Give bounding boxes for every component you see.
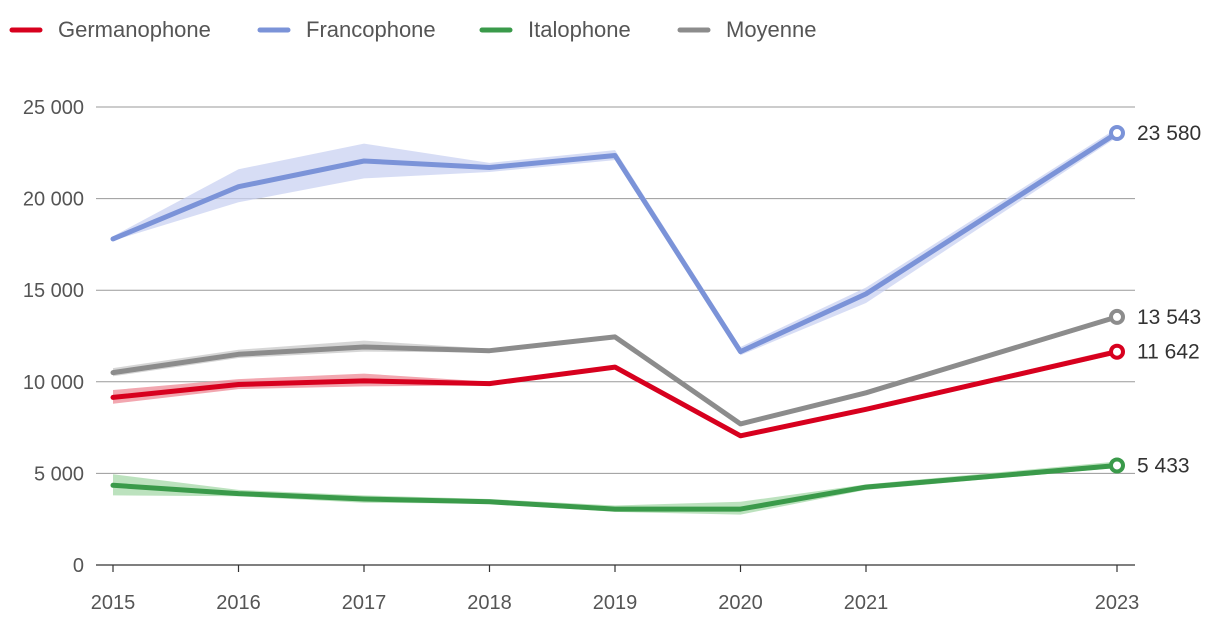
legend-label-moyenne: Moyenne (726, 17, 817, 42)
y-tick-label-20000: 20 000 (23, 189, 84, 211)
end-marker-francophone (1109, 125, 1125, 142)
end-marker-germanophone (1109, 343, 1125, 360)
series-line-italophone (110, 463, 1120, 512)
gridlines (96, 106, 1135, 474)
x-axis: 2015 2016 2017 2018 2019 2020 2021 2023 (91, 564, 1140, 614)
end-value-label-moyenne: 13 543 (1137, 306, 1201, 329)
end-value-label-francophone: 23 580 (1137, 122, 1201, 145)
x-tick-label-2019: 2019 (593, 592, 638, 614)
x-tick-label-2016: 2016 (216, 592, 261, 614)
legend-label-italophone: Italophone (528, 17, 631, 42)
confidence-bands (113, 128, 1117, 515)
band-moyenne (113, 314, 1117, 426)
y-tick-label-25000: 25 000 (23, 97, 84, 119)
y-tick-label-10000: 10 000 (23, 372, 84, 394)
legend-label-germanophone: Germanophone (58, 17, 211, 42)
end-marker-moyenne (1109, 308, 1125, 325)
end-marker-italophone (1109, 457, 1125, 474)
x-tick-label-2018: 2018 (467, 592, 512, 614)
y-tick-label-5000: 5 000 (34, 463, 84, 485)
series-line-francophone (110, 130, 1120, 355)
series-line-germanophone (110, 349, 1120, 439)
x-tick-label-2015: 2015 (91, 592, 136, 614)
y-tick-label-0: 0 (73, 555, 84, 577)
end-markers: 11 642 23 580 5 433 13 543 (1109, 122, 1201, 477)
x-tick-label-2017: 2017 (342, 592, 387, 614)
x-tick-label-2023: 2023 (1095, 592, 1140, 614)
legend-label-francophone: Francophone (306, 17, 436, 42)
end-value-label-italophone: 5 433 (1137, 454, 1190, 477)
series-line-moyenne (110, 314, 1120, 427)
legend: Germanophone Francophone Italophone Moyenne (9, 17, 817, 42)
y-axis-ticks: 0 5 000 10 000 15 000 20 000 25 000 (23, 97, 84, 577)
x-tick-label-2021: 2021 (844, 592, 889, 614)
end-value-label-germanophone: 11 642 (1137, 341, 1200, 364)
y-tick-label-15000: 15 000 (23, 280, 84, 302)
series-lines (110, 130, 1120, 512)
x-tick-label-2020: 2020 (718, 592, 763, 614)
band-francophone (113, 128, 1117, 356)
